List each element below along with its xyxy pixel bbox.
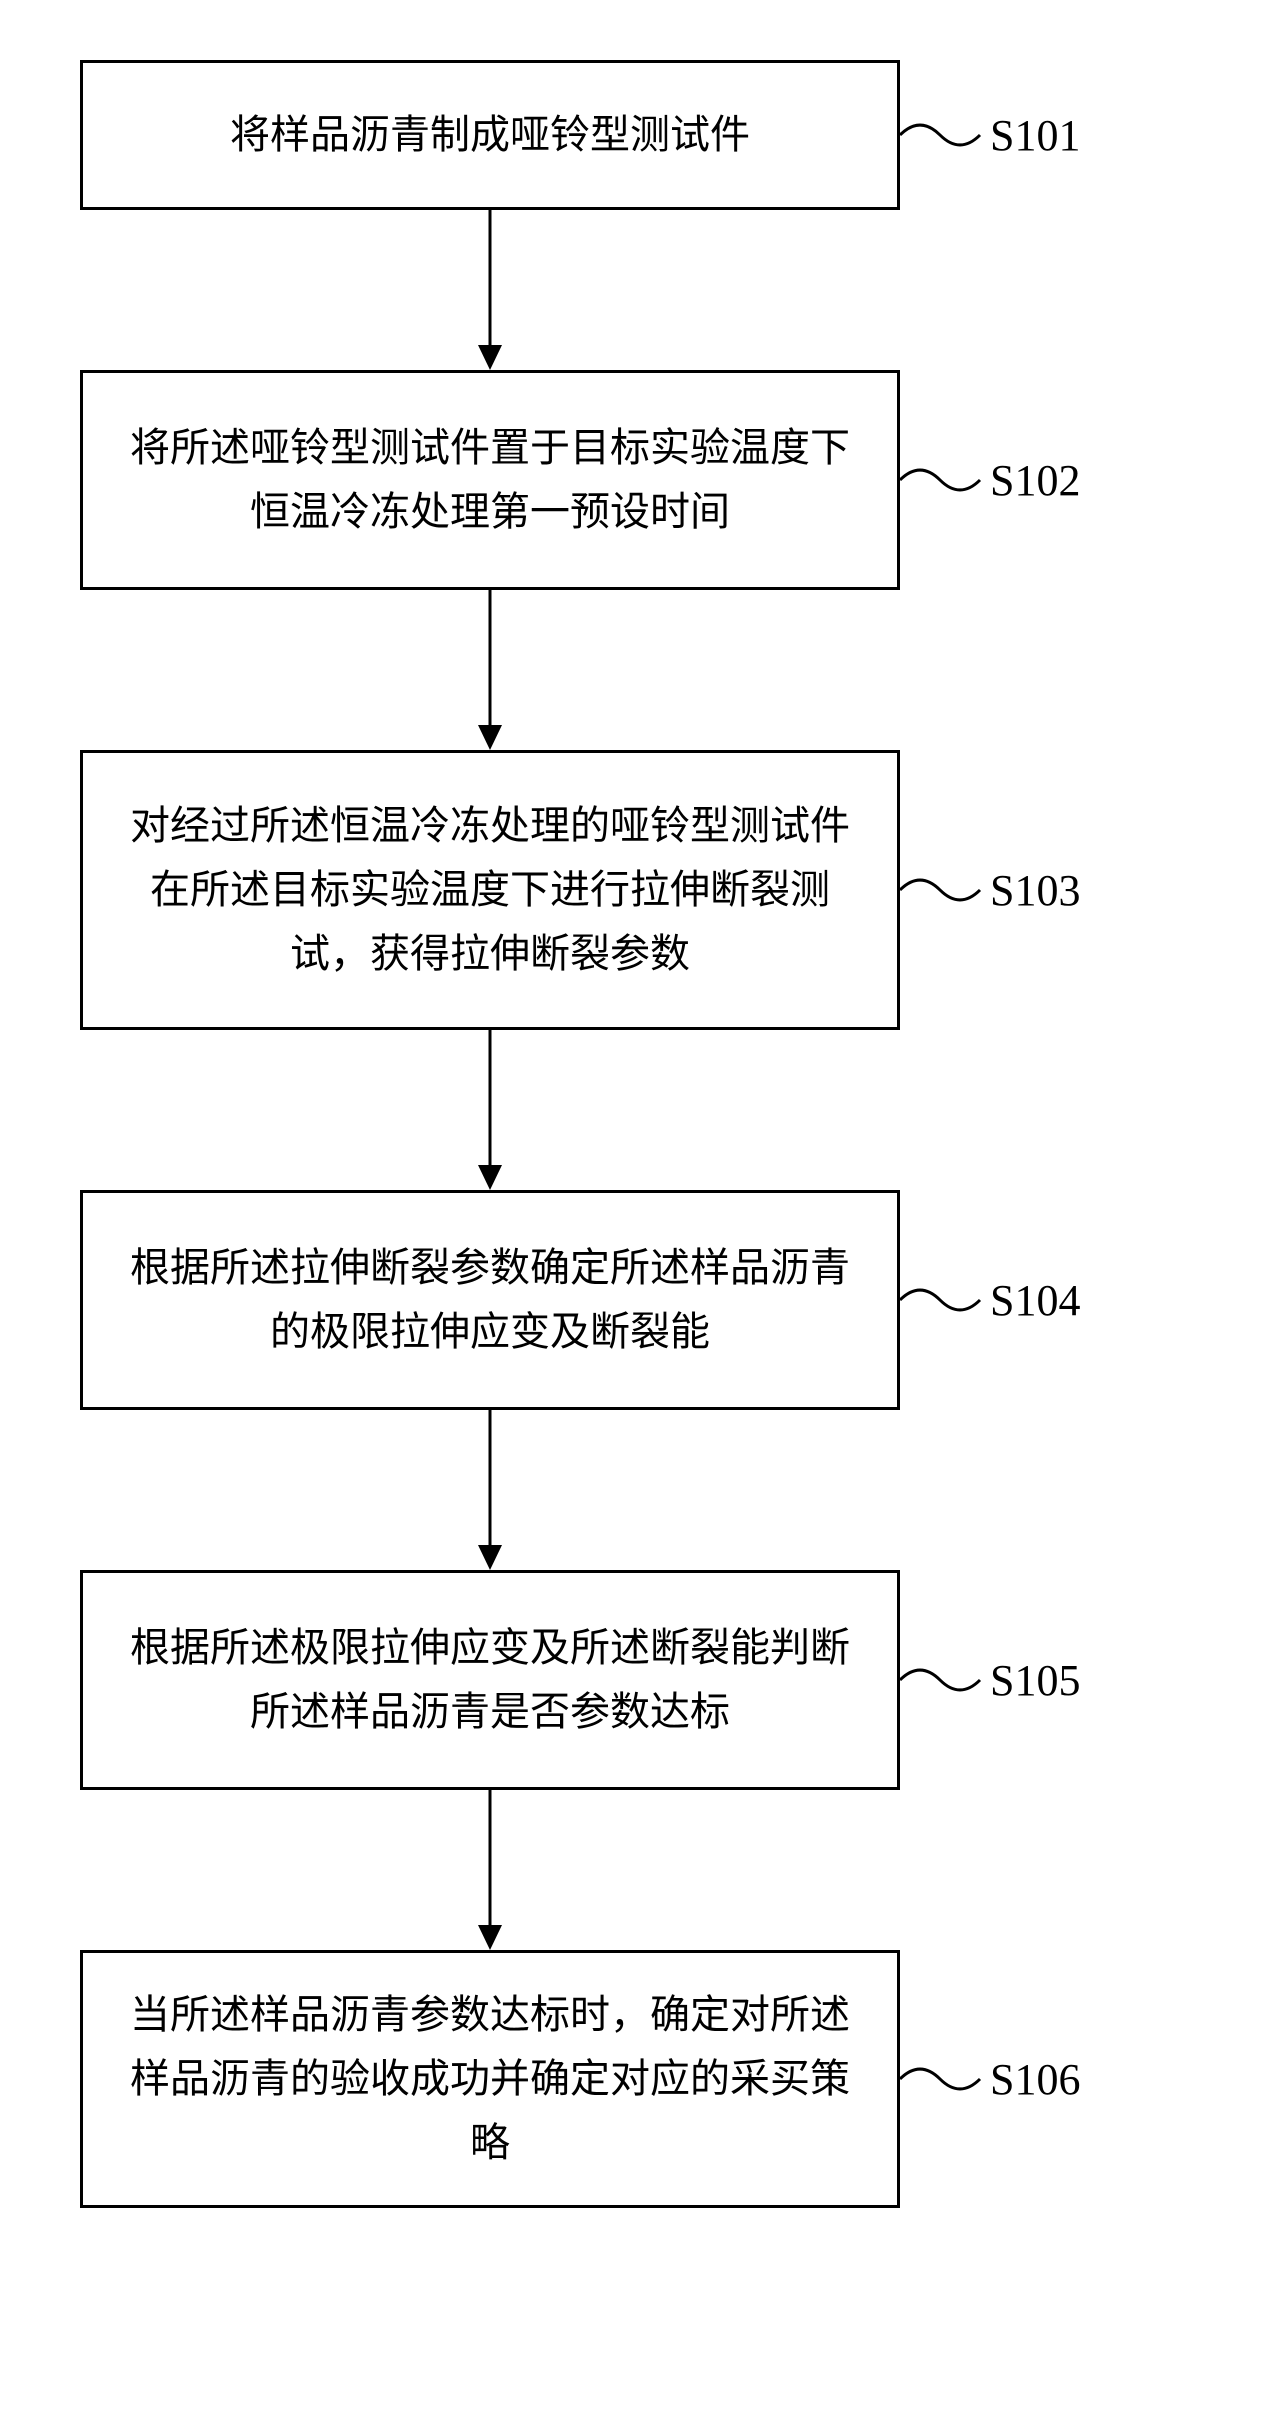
- step-box-s106: 当所述样品沥青参数达标时，确定对所述样品沥青的验收成功并确定对应的采买策略: [80, 1950, 900, 2208]
- step-row: 当所述样品沥青参数达标时，确定对所述样品沥青的验收成功并确定对应的采买策略 S1…: [80, 1950, 1180, 2208]
- arrow-down: [80, 590, 900, 750]
- connector-curve: [900, 1270, 990, 1330]
- step-row: 将样品沥青制成哑铃型测试件 S101: [80, 60, 1180, 210]
- arrow-down: [80, 1030, 900, 1190]
- step-label-s103: S103: [990, 865, 1080, 916]
- connector-curve: [900, 1650, 990, 1710]
- step-label-s105: S105: [990, 1655, 1080, 1706]
- step-label-s101: S101: [990, 110, 1080, 161]
- connector-curve: [900, 450, 990, 510]
- connector-curve: [900, 860, 990, 920]
- step-row: 将所述哑铃型测试件置于目标实验温度下恒温冷冻处理第一预设时间 S102: [80, 370, 1180, 590]
- step-box-s105: 根据所述极限拉伸应变及所述断裂能判断所述样品沥青是否参数达标: [80, 1570, 900, 1790]
- step-row: 根据所述极限拉伸应变及所述断裂能判断所述样品沥青是否参数达标 S105: [80, 1570, 1180, 1790]
- connector-curve: [900, 2049, 990, 2109]
- flowchart-container: 将样品沥青制成哑铃型测试件 S101 将所述哑铃型测试件置于目标实验温度下恒温冷…: [80, 60, 1180, 2208]
- step-row: 根据所述拉伸断裂参数确定所述样品沥青的极限拉伸应变及断裂能 S104: [80, 1190, 1180, 1410]
- connector-curve: [900, 105, 990, 165]
- step-label-s104: S104: [990, 1275, 1080, 1326]
- step-label-s106: S106: [990, 2054, 1080, 2105]
- arrow-down: [80, 210, 900, 370]
- step-box-s101: 将样品沥青制成哑铃型测试件: [80, 60, 900, 210]
- step-label-s102: S102: [990, 455, 1080, 506]
- step-row: 对经过所述恒温冷冻处理的哑铃型测试件在所述目标实验温度下进行拉伸断裂测试，获得拉…: [80, 750, 1180, 1030]
- step-box-s104: 根据所述拉伸断裂参数确定所述样品沥青的极限拉伸应变及断裂能: [80, 1190, 900, 1410]
- arrow-down: [80, 1790, 900, 1950]
- step-box-s103: 对经过所述恒温冷冻处理的哑铃型测试件在所述目标实验温度下进行拉伸断裂测试，获得拉…: [80, 750, 900, 1030]
- arrow-down: [80, 1410, 900, 1570]
- step-box-s102: 将所述哑铃型测试件置于目标实验温度下恒温冷冻处理第一预设时间: [80, 370, 900, 590]
